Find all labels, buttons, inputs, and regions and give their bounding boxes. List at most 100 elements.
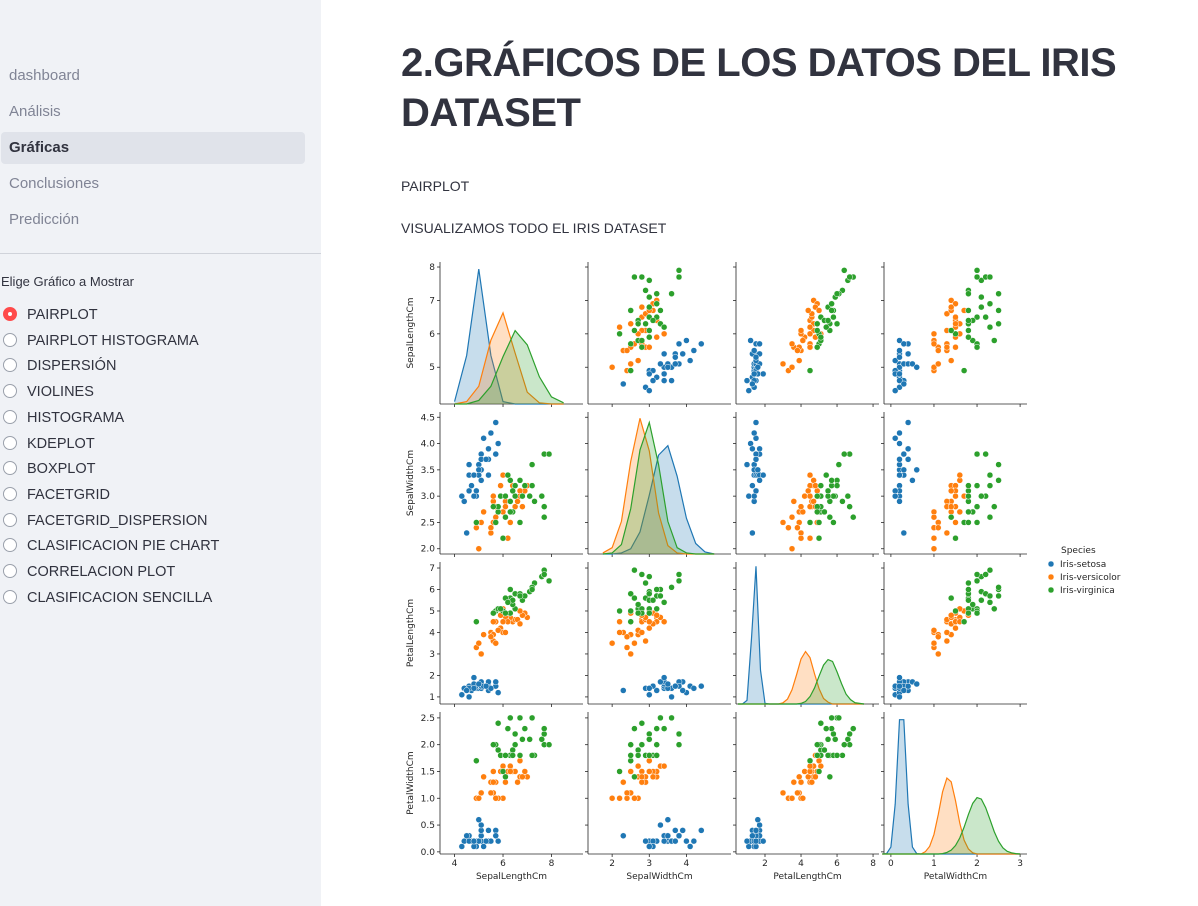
scatter-point: [896, 440, 903, 447]
scatter-point: [660, 725, 668, 732]
radio-dot[interactable]: [3, 486, 17, 501]
scatter-point: [943, 343, 951, 351]
scatter-point: [646, 303, 653, 311]
scatter-point: [519, 503, 526, 510]
scatter-point: [616, 607, 623, 615]
nav-link[interactable]: Conclusiones: [9, 175, 100, 192]
scatter-point: [815, 534, 823, 542]
x-tick-label: 3: [1017, 859, 1023, 869]
scatter-point: [896, 337, 903, 344]
scatter-point: [896, 353, 903, 361]
scatter-point: [965, 333, 972, 341]
radio-option[interactable]: HISTOGRAMA: [3, 408, 124, 428]
nav-link[interactable]: dashboard: [9, 67, 80, 84]
kde-area: [882, 797, 1021, 854]
scatter-point: [646, 736, 653, 743]
radio-option[interactable]: VIOLINES: [3, 382, 94, 402]
scatter-point: [896, 384, 903, 391]
radio-option[interactable]: CLASIFICACION PIE CHART: [3, 536, 219, 556]
scatter-point: [752, 353, 760, 361]
radio-option[interactable]: BOXPLOT: [3, 459, 96, 479]
scatter-point: [494, 837, 502, 845]
scatter-point: [657, 592, 664, 600]
legend-label: Iris-virginica: [1060, 586, 1115, 596]
scatter-point: [891, 492, 899, 500]
nav-link[interactable]: Predicción: [9, 211, 80, 228]
scatter-point: [675, 730, 683, 738]
scatter-point: [930, 534, 938, 542]
scatter-point: [896, 682, 903, 690]
radio-dot[interactable]: [3, 384, 17, 399]
radio-dot[interactable]: [3, 307, 17, 321]
scatter-point: [653, 586, 660, 593]
scatter-point: [646, 624, 653, 632]
scatter-point: [653, 752, 660, 759]
radio-option[interactable]: PAIRPLOT HISTOGRAMA: [3, 331, 199, 351]
scatter-point: [891, 435, 899, 442]
scatter-point: [492, 419, 499, 426]
radio-option[interactable]: FACETGRID: [3, 485, 110, 505]
scatter-point: [627, 752, 634, 759]
scatter-point: [812, 773, 819, 781]
scatter-point: [511, 492, 519, 500]
scatter-point: [649, 773, 657, 781]
radio-option[interactable]: KDEPLOT: [3, 434, 95, 454]
scatter-point: [521, 725, 529, 732]
scatter-point: [986, 471, 994, 479]
radio-dot[interactable]: [3, 589, 17, 604]
scatter-point: [675, 340, 683, 348]
radio-option[interactable]: PAIRPLOT: [3, 305, 98, 325]
radio-option[interactable]: FACETGRID_DISPERSION: [3, 511, 207, 531]
scatter-point: [487, 789, 495, 797]
scatter-point: [470, 492, 478, 500]
scatter-point: [822, 471, 830, 479]
scatter-point: [485, 471, 492, 479]
scatter-point: [943, 529, 951, 537]
scatter-point: [822, 725, 830, 732]
scatter-point: [480, 773, 487, 781]
scatter-point: [952, 492, 959, 500]
y-tick-label: 4.5: [421, 413, 435, 423]
radio-dot[interactable]: [3, 512, 17, 527]
scatter-point: [960, 618, 968, 625]
scatter-point: [973, 609, 981, 617]
radio-dot[interactable]: [3, 435, 17, 450]
scatter-point: [638, 571, 646, 578]
scatter-point: [947, 594, 955, 602]
radio-dot[interactable]: [3, 564, 17, 578]
scatter-point: [627, 307, 634, 314]
scatter-point: [754, 816, 762, 823]
radio-dot[interactable]: [3, 358, 17, 373]
scatter-point: [634, 601, 642, 608]
radio-option[interactable]: CORRELACION PLOT: [3, 562, 175, 582]
scatter-point: [608, 639, 616, 647]
scatter-point: [824, 317, 832, 324]
scatter-point: [822, 323, 830, 331]
radio-option[interactable]: DISPERSIÓN: [3, 356, 116, 376]
scatter-point: [973, 267, 981, 274]
scatter-point: [930, 363, 938, 371]
nav-link[interactable]: Gráficas: [1, 132, 305, 164]
nav-link[interactable]: Análisis: [9, 103, 61, 120]
scatter-point: [806, 768, 814, 775]
scatter-point: [828, 477, 835, 484]
radio-dot[interactable]: [3, 538, 17, 553]
scatter-point: [965, 579, 972, 587]
scatter-point: [473, 618, 480, 625]
radio-dot[interactable]: [3, 461, 17, 476]
radio-dot[interactable]: [3, 409, 17, 424]
scatter-point: [519, 736, 526, 743]
scatter-point: [664, 363, 672, 371]
scatter-point: [521, 482, 529, 489]
scatter-point: [965, 307, 972, 314]
scatter-point: [952, 300, 959, 308]
scatter-point: [490, 741, 497, 748]
scatter-point: [509, 487, 516, 495]
radio-label: Elige Gráfico a Mostrar: [1, 274, 134, 289]
scatter-point: [490, 768, 497, 775]
scatter-point: [526, 492, 533, 500]
radio-option[interactable]: CLASIFICACION SENCILLA: [3, 588, 212, 608]
scatter-point: [499, 762, 507, 770]
radio-dot[interactable]: [3, 332, 17, 347]
